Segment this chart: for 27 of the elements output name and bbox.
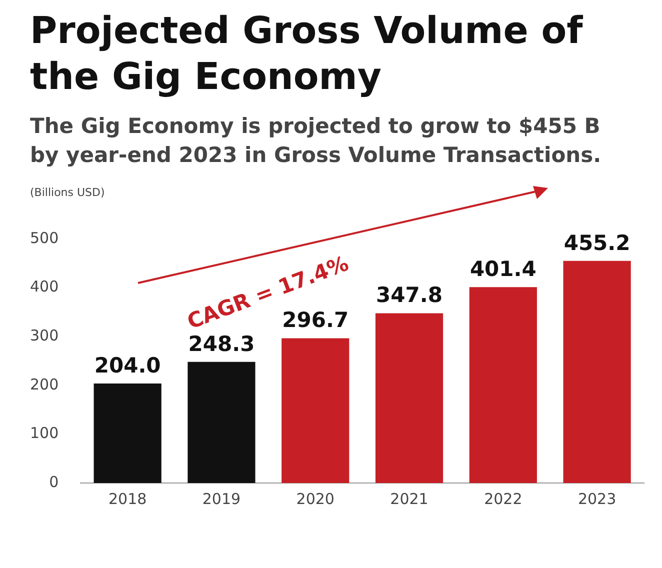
y-tick-label: 400: [30, 278, 59, 296]
x-tick-label: 2023: [578, 490, 616, 508]
y-tick-label: 300: [30, 326, 59, 344]
y-tick-label: 0: [49, 472, 59, 491]
y-tick-label: 500: [30, 228, 59, 247]
data-label: 401.4: [470, 257, 536, 282]
chart-subtitle: The Gig Economy is projected to grow to $455 B by year-end 2023 in Gross Volume Transactions.: [29, 113, 602, 169]
x-tick-label: 2020: [296, 490, 334, 508]
y-tick-label: 200: [30, 375, 59, 394]
chart-title: Projected Gross Volume of the Gig Economy: [29, 8, 584, 100]
x-tick-label: 2022: [484, 490, 522, 508]
data-label: 204.0: [94, 353, 161, 378]
data-label: 296.7: [282, 308, 349, 332]
data-label: 248.3: [188, 332, 255, 356]
bar: [375, 313, 444, 483]
y-tick-label: 100: [30, 424, 59, 442]
x-tick-label: 2019: [202, 490, 241, 508]
bar: [469, 287, 537, 483]
bar: [563, 260, 631, 483]
bar: [94, 383, 162, 483]
data-label: 347.8: [376, 283, 442, 308]
x-tick-label: 2021: [390, 490, 428, 508]
x-tick-label: 2018: [108, 490, 147, 508]
data-label: 455.2: [564, 230, 630, 255]
bar: [188, 362, 256, 483]
y-axis-title: (Billions USD): [29, 186, 106, 199]
bar: [282, 338, 350, 483]
